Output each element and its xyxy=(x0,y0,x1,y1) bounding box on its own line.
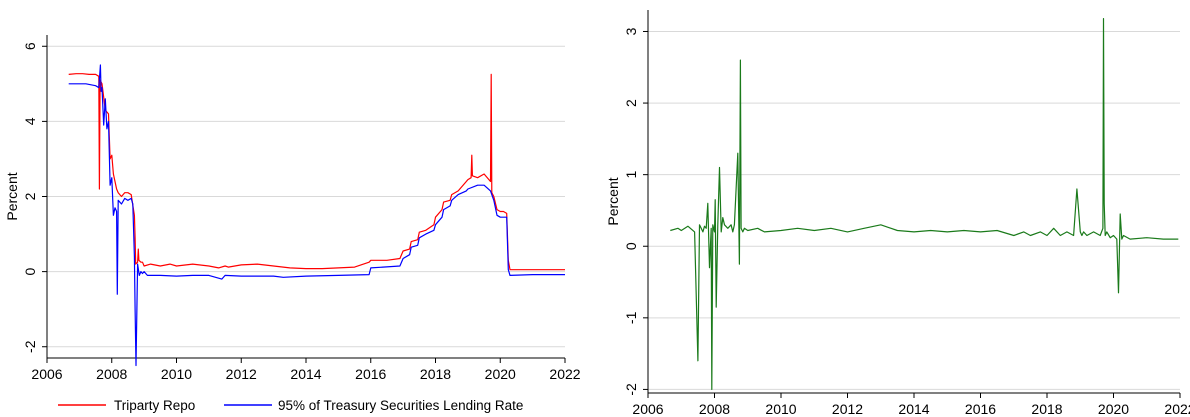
x-tick-label: 2020 xyxy=(485,366,516,382)
y-tick-label: -2 xyxy=(623,383,639,396)
x-tick-label: 2014 xyxy=(898,401,929,417)
x-tick-label: 2014 xyxy=(290,366,321,382)
chart-right-spread: -2 -1 0 1 2 3 2006 2008 2010 2012 2014 2016 2018 2020… xyxy=(605,10,1190,417)
x-tick-label: 2008 xyxy=(699,401,730,417)
y-tick-label: 2 xyxy=(22,192,38,200)
x-tick-label: 2008 xyxy=(96,366,127,382)
x-tick-label: 2020 xyxy=(1098,401,1129,417)
legend: Triparty Repo 95% of Treasury Securities … xyxy=(58,398,523,413)
series-line-spread xyxy=(670,18,1179,390)
x-tick-label: 2012 xyxy=(832,401,863,417)
x-tick-label: 2006 xyxy=(632,401,663,417)
series-line-95-of-treasury-securities-lending-rate xyxy=(68,64,565,367)
legend-label: Triparty Repo xyxy=(114,398,195,413)
x-tick-label: 2010 xyxy=(765,401,796,417)
series-line-triparty-repo xyxy=(68,73,565,271)
y-tick-label: 2 xyxy=(623,99,639,107)
x-tick-label: 2010 xyxy=(161,366,192,382)
x-tick-label: 2022 xyxy=(549,366,580,382)
legend-label: 95% of Treasury Securities Lending Rate xyxy=(278,398,523,413)
y-tick-label: 0 xyxy=(22,268,38,276)
y-tick-label: 4 xyxy=(22,117,38,125)
y-axis-title: Percent xyxy=(4,172,20,220)
x-tick-label: 2012 xyxy=(226,366,257,382)
x-tick-label: 2018 xyxy=(1031,401,1062,417)
y-tick-label: 0 xyxy=(623,242,639,250)
y-tick-label: 6 xyxy=(22,42,38,50)
x-tick-label: 2016 xyxy=(355,366,386,382)
x-tick-label: 2006 xyxy=(31,366,62,382)
y-tick-label: 3 xyxy=(623,27,639,35)
y-axis-title: Percent xyxy=(605,177,621,225)
y-tick-label: -1 xyxy=(623,311,639,324)
x-tick-label: 2018 xyxy=(420,366,451,382)
x-tick-label: 2022 xyxy=(1164,401,1190,417)
y-tick-label: 1 xyxy=(623,171,639,179)
y-tick-label: -2 xyxy=(22,340,38,353)
x-tick-label: 2016 xyxy=(965,401,996,417)
chart-left-repo-rates: -2 0 2 4 6 2006 2008 2010 2012 2014 2016 2018 2020 20… xyxy=(4,35,581,382)
